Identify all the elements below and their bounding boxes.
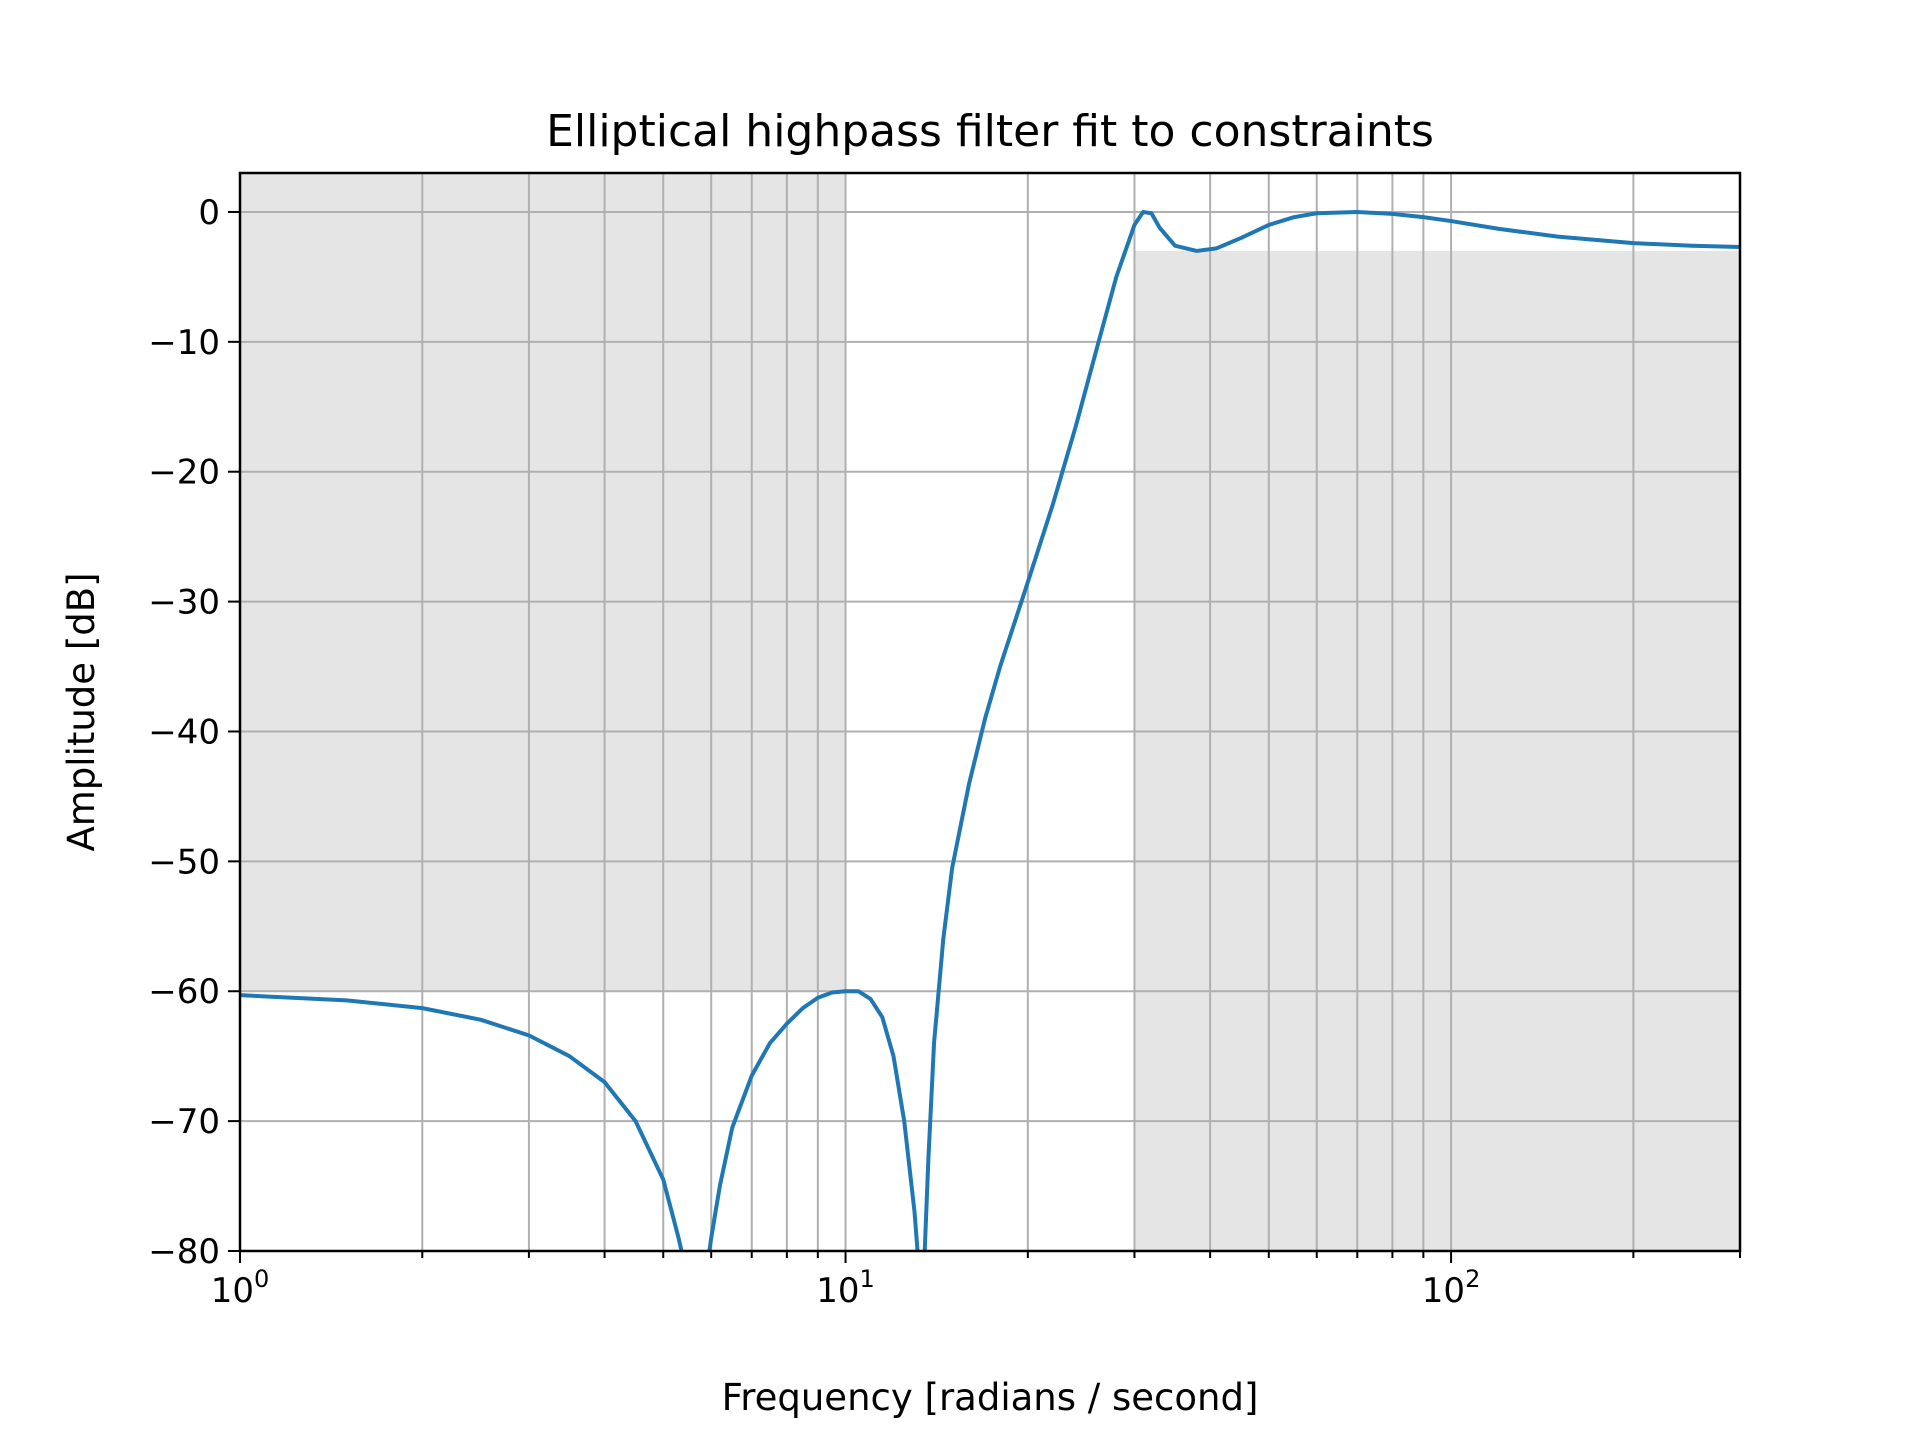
- y-axis-label: Amplitude [dB]: [60, 572, 103, 851]
- x-tick-label-base: 10: [816, 1271, 859, 1311]
- y-tick-label: −60: [148, 972, 220, 1012]
- passband-region: [1134, 250, 1740, 1251]
- x-tick-label: 101: [816, 1265, 875, 1311]
- stopband-region: [240, 173, 846, 992]
- x-tick-label-exponent: 1: [860, 1265, 875, 1293]
- data-series: [240, 209, 1740, 1251]
- x-tick-label: 102: [1422, 1265, 1481, 1311]
- x-tick-label-exponent: 2: [1465, 1265, 1480, 1293]
- y-tick-label: −80: [148, 1232, 220, 1272]
- y-tick-label: −20: [148, 453, 220, 493]
- y-tick-label: −70: [148, 1102, 220, 1142]
- y-tick-label: −50: [148, 842, 220, 882]
- x-tick-label-exponent: 0: [254, 1265, 269, 1293]
- x-tick-label-base: 10: [211, 1271, 254, 1311]
- x-axis-label: Frequency [radians / second]: [722, 1376, 1259, 1419]
- constraint-regions: [240, 173, 1740, 1251]
- x-tick-label: 100: [211, 1265, 270, 1311]
- y-tick-label: −40: [148, 712, 220, 752]
- y-tick-label: 0: [198, 193, 220, 233]
- y-tick-label: −30: [148, 583, 220, 623]
- series-line: [240, 209, 1740, 1251]
- chart-title: Elliptical highpass filter fit to constr…: [546, 106, 1434, 157]
- x-tick-label-base: 10: [1422, 1271, 1465, 1311]
- y-tick-label: −10: [148, 323, 220, 363]
- plot-frame: [238, 171, 1742, 1253]
